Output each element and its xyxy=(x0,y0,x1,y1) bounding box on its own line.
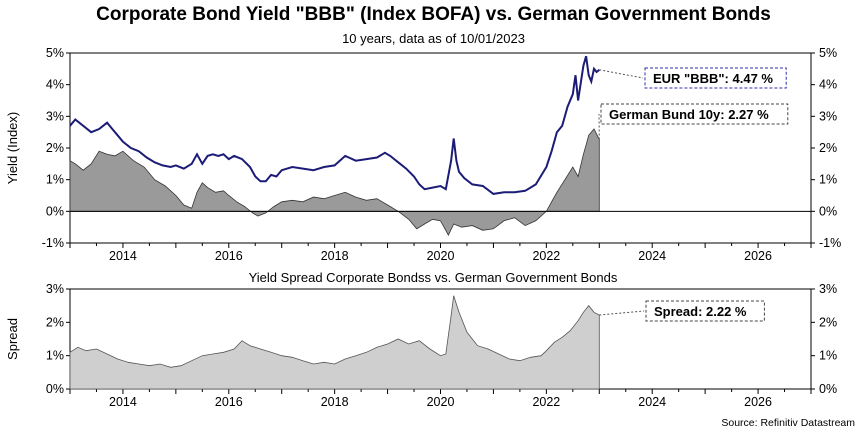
spread-xtick-label: 2024 xyxy=(638,395,666,409)
yield-xtick-label: 2022 xyxy=(532,249,560,263)
bund-annotation-label: German Bund 10y: 2.27 % xyxy=(609,107,769,122)
spread-title: Yield Spread Corporate Bondss vs. German… xyxy=(249,270,618,285)
spread-xtick-label: 2026 xyxy=(744,395,772,409)
spread-xtick-label: 2020 xyxy=(427,395,455,409)
bbb-annotation-label: EUR "BBB": 4.47 % xyxy=(653,71,773,86)
yield-ytick-label-right: 3% xyxy=(819,109,837,123)
yield-ytick-label-left: -1% xyxy=(42,236,64,250)
spread-xtick-label: 2014 xyxy=(109,395,137,409)
yield-ytick-label-right: 4% xyxy=(819,78,837,92)
yield-ytick-label-right: -1% xyxy=(819,236,841,250)
chart-subtitle: 10 years, data as of 10/01/2023 xyxy=(342,31,525,46)
yield-xtick-label: 2024 xyxy=(638,249,666,263)
yield-ytick-label-left: 3% xyxy=(46,109,64,123)
spread-ytick-label-right: 1% xyxy=(819,349,837,363)
yield-ytick-label-right: 0% xyxy=(819,204,837,218)
spread-ytick-label-left: 1% xyxy=(46,349,64,363)
chart-title: Corporate Bond Yield "BBB" (Index BOFA) … xyxy=(96,4,771,25)
yield-ytick-label-right: 1% xyxy=(819,173,837,187)
spread-ytick-label-left: 2% xyxy=(46,315,64,329)
spread-annotation-label: Spread: 2.22 % xyxy=(654,304,747,319)
bbb-annotation-box xyxy=(644,67,787,89)
yield-ytick-label-left: 1% xyxy=(46,173,64,187)
yield-ytick-label-left: 4% xyxy=(46,78,64,92)
bund-annotation-box xyxy=(600,103,789,125)
yield-ytick-label-left: 2% xyxy=(46,141,64,155)
spread-ytick-label-left: 3% xyxy=(46,282,64,296)
yield-xtick-label: 2026 xyxy=(744,249,772,263)
yield-xtick-label: 2020 xyxy=(427,249,455,263)
bund-area xyxy=(69,128,600,236)
spread-ytick-label-right: 2% xyxy=(819,315,837,329)
spread-ytick-label-right: 0% xyxy=(819,382,837,396)
spread-area xyxy=(69,295,600,390)
spread-annotation-box xyxy=(645,300,765,322)
bbb-annotation-leader xyxy=(599,69,644,79)
source-note: Source: Refinitiv Datastream xyxy=(721,417,855,429)
yield-ytick-label-left: 0% xyxy=(46,204,64,218)
yield-xtick-label: 2016 xyxy=(215,249,243,263)
spread-xtick-label: 2016 xyxy=(215,395,243,409)
spread-ytick-label-right: 3% xyxy=(819,282,837,296)
yield-ytick-label-left: 5% xyxy=(46,46,64,60)
yield-ylabel: Yield (Index) xyxy=(5,112,20,185)
yield-ytick-label-right: 2% xyxy=(819,141,837,155)
spread-ytick-label-left: 0% xyxy=(46,382,64,396)
bbb-line xyxy=(69,55,600,195)
yield-xtick-label: 2014 xyxy=(109,249,137,263)
yield-ytick-label-right: 5% xyxy=(819,46,837,60)
spread-ylabel: Spread xyxy=(5,318,20,360)
spread-annotation-leader xyxy=(599,310,645,316)
spread-xtick-label: 2018 xyxy=(321,395,349,409)
spread-xtick-label: 2022 xyxy=(532,395,560,409)
yield-xtick-label: 2018 xyxy=(321,249,349,263)
